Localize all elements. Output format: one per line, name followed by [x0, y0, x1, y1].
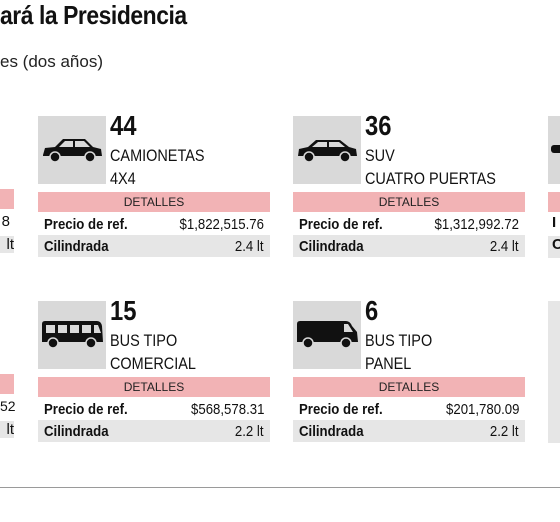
price-label: Precio de ref. — [44, 215, 128, 233]
price-value: $1,822,515.76 — [179, 215, 264, 233]
cc-value: 2.2 lt — [235, 422, 264, 440]
price-row: Precio de ref. $568,578.31 — [38, 398, 270, 420]
price-label: Precio de ref. — [44, 400, 128, 418]
cc-row: Cilindrada 2.2 lt — [38, 420, 270, 442]
vehicle-type: SUV — [365, 146, 395, 165]
cc-value: 2.2 lt — [490, 422, 519, 440]
cc-label: Cilindrada — [44, 422, 109, 440]
cc-row: Cilindrada 2.4 lt — [293, 235, 525, 257]
price-value: $1,312,992.72 — [434, 215, 519, 233]
vehicle-subtype: CUATRO PUERTAS — [365, 169, 496, 188]
price-label: Precio de ref. — [299, 400, 383, 418]
page-subtitle: es (dos años) — [0, 52, 103, 71]
price-value: $201,780.09 — [445, 400, 519, 418]
price-row: Precio de ref. $201,780.09 — [293, 398, 525, 420]
left-partial-price: 8 — [1, 213, 10, 230]
price-value: $568,578.31 — [190, 400, 264, 418]
cc-row: Cilindrada 2.2 lt — [293, 420, 525, 442]
cc-label: Cilindrada — [299, 422, 364, 440]
left-partial-cc-2: lt — [0, 421, 14, 438]
details-band: DETALLES — [293, 192, 525, 212]
right-partial-placeholder — [548, 301, 560, 443]
vehicle-type: BUS TIPO — [110, 331, 178, 350]
right-partial-car-icon — [551, 145, 560, 153]
cc-label: Cilindrada — [44, 237, 109, 255]
details-band: DETALLES — [38, 192, 270, 212]
vehicle-count: 15 — [110, 295, 137, 326]
price-row: Precio de ref. $1,822,515.76 — [38, 213, 270, 235]
vehicle-subtype: COMERCIAL — [110, 354, 196, 373]
vehicle-subtype: PANEL — [365, 354, 412, 373]
suv-4x4-icon — [38, 116, 106, 184]
bottom-divider — [0, 487, 560, 488]
right-partial-band — [548, 192, 560, 212]
details-band: DETALLES — [293, 377, 525, 397]
vehicle-count: 44 — [110, 110, 137, 141]
vehicle-count: 6 — [365, 295, 379, 326]
cc-label: Cilindrada — [299, 237, 364, 255]
price-row: Precio de ref. $1,312,992.72 — [293, 213, 525, 235]
bus-icon — [38, 301, 106, 369]
right-partial-price-label: I — [552, 214, 557, 231]
price-label: Precio de ref. — [299, 215, 383, 233]
left-partial-cc: lt — [0, 236, 14, 253]
left-partial-price-2: 52 — [0, 398, 16, 414]
panel-van-icon — [293, 301, 361, 369]
vehicle-type: CAMIONETAS — [110, 146, 205, 165]
vehicle-subtype: 4X4 — [110, 169, 136, 188]
vehicle-count: 36 — [365, 110, 392, 141]
page-title: ará la Presidencia — [0, 0, 187, 30]
cc-row: Cilindrada 2.4 lt — [38, 235, 270, 257]
suv-icon — [293, 116, 361, 184]
right-partial-cc-label: C — [548, 236, 560, 258]
left-partial-band-2 — [0, 374, 14, 394]
left-partial-band — [0, 189, 14, 209]
vehicle-type: BUS TIPO — [365, 331, 433, 350]
cc-value: 2.4 lt — [235, 237, 264, 255]
details-band: DETALLES — [38, 377, 270, 397]
cc-value: 2.4 lt — [490, 237, 519, 255]
